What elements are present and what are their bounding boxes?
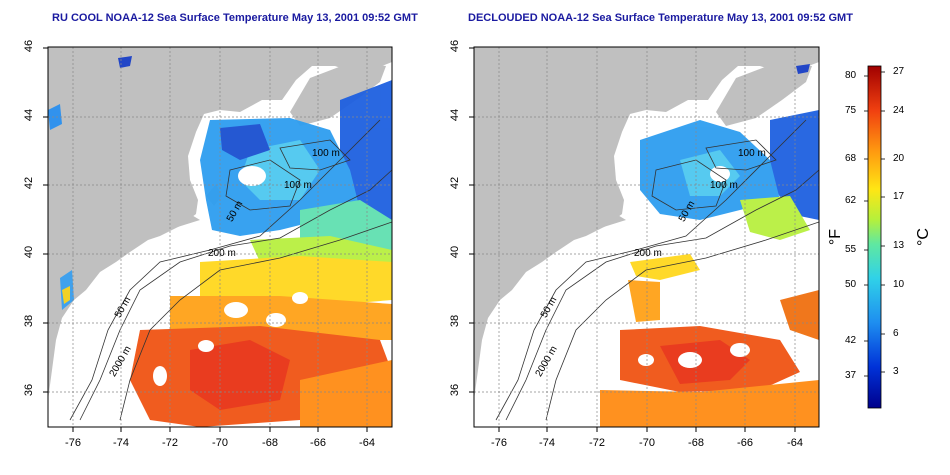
x-tick-label: -74 — [113, 437, 129, 449]
colorbar-c-label: 20 — [893, 153, 905, 164]
colorbar-c-label: 10 — [893, 279, 905, 290]
y-tick-label: 38 — [449, 314, 461, 328]
colorbar-c-label: 13 — [893, 240, 905, 251]
y-tick-label: 44 — [449, 108, 461, 122]
cloud-patches-left — [153, 166, 308, 386]
map-title-right: DECLOUDED NOAA-12 Sea Surface Temperatur… — [468, 12, 853, 24]
land-mass-left — [48, 47, 392, 400]
map-title-left: RU COOL NOAA-12 Sea Surface Temperature … — [52, 12, 418, 24]
long-island-left — [150, 214, 200, 232]
grid-right — [474, 47, 819, 427]
y-tick-label: 40 — [23, 245, 35, 259]
colorbar-c-label: 24 — [893, 105, 905, 116]
contour-label: 100 m — [284, 180, 312, 191]
colorbar-f-label: 50 — [845, 279, 857, 290]
y-tick-label: 42 — [449, 176, 461, 190]
colorbar-f-label: 68 — [845, 153, 857, 164]
x-tick-label: -64 — [787, 437, 803, 449]
land-mass-right — [474, 47, 819, 400]
colorbar-f-label: 37 — [845, 370, 857, 381]
x-tick-label: -68 — [688, 437, 704, 449]
contour-label: 100 m — [710, 180, 738, 191]
x-tick-label: -74 — [539, 437, 555, 449]
contour-label: 200 m — [634, 248, 662, 259]
y-tick-label: 36 — [449, 383, 461, 397]
x-tick-label: -66 — [737, 437, 753, 449]
colorbar-f-label: 80 — [845, 70, 857, 81]
colorbar-unit-celsius: °C — [914, 228, 932, 246]
x-tick-label: -66 — [310, 437, 326, 449]
colorbar-c-label: 6 — [893, 328, 899, 339]
colorbar-f-label: 55 — [845, 244, 857, 255]
y-tick-label: 46 — [23, 39, 35, 53]
colorbar — [867, 65, 882, 409]
x-tick-label: -68 — [262, 437, 278, 449]
nova-scotia-left — [290, 62, 386, 126]
y-tick-label: 46 — [449, 39, 461, 53]
cloud-patches-right — [638, 166, 750, 368]
y-tick-label: 36 — [23, 383, 35, 397]
grid-left — [48, 47, 392, 427]
colorbar-f-label: 62 — [845, 195, 857, 206]
colorbar-f-label: 75 — [845, 105, 857, 116]
x-tick-label: -72 — [162, 437, 178, 449]
colorbar-f-label: 42 — [845, 335, 857, 346]
long-island-right — [576, 214, 626, 232]
y-tick-label: 44 — [23, 108, 35, 122]
contour-label: 100 m — [312, 148, 340, 159]
x-tick-label: -70 — [639, 437, 655, 449]
colorbar-c-label: 3 — [893, 366, 899, 377]
y-tick-label: 38 — [23, 314, 35, 328]
nova-scotia-right — [716, 62, 812, 126]
x-tick-label: -76 — [491, 437, 507, 449]
colorbar-unit-fahrenheit: °F — [827, 228, 845, 246]
x-tick-label: -70 — [212, 437, 228, 449]
colorbar-ticks — [864, 71, 885, 377]
x-tick-label: -72 — [589, 437, 605, 449]
contour-label: 200 m — [208, 248, 236, 259]
colorbar-c-label: 27 — [893, 66, 905, 77]
colorbar-c-label: 17 — [893, 191, 905, 202]
map-right — [474, 47, 819, 427]
y-tick-label: 40 — [449, 245, 461, 259]
sst-water-left — [48, 56, 392, 427]
x-tick-label: -76 — [65, 437, 81, 449]
contour-label: 100 m — [738, 148, 766, 159]
y-tick-label: 42 — [23, 176, 35, 190]
tick-marks — [43, 47, 796, 432]
x-tick-label: -64 — [359, 437, 375, 449]
map-left — [48, 47, 392, 427]
